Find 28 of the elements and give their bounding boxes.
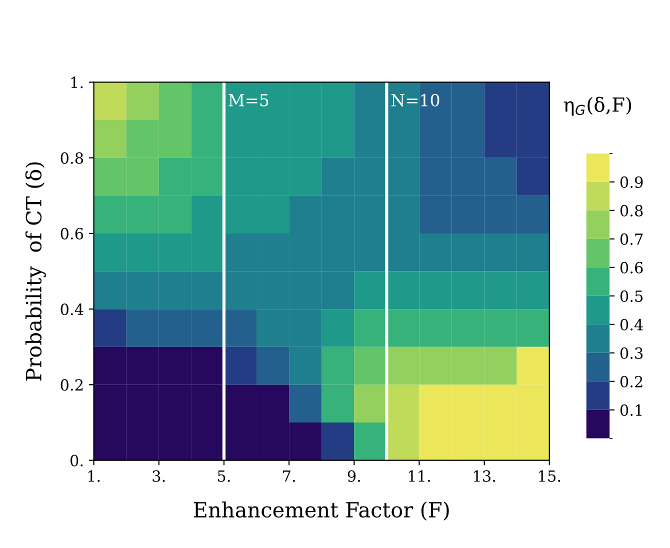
y-tick-label: 0.2 xyxy=(60,379,83,391)
ref-line-label: N=10 xyxy=(391,94,440,106)
x-tick-label: 11. xyxy=(408,470,430,482)
y-tick-label: 0.8 xyxy=(60,152,84,164)
x-tick-label: 5. xyxy=(218,470,230,482)
x-tick-label: 13. xyxy=(474,470,496,482)
color-bar-label: 0.1 xyxy=(620,404,642,416)
color-bar-label: 0.2 xyxy=(620,376,642,388)
color-bar-title: η$_{G}$(δ,F) xyxy=(564,96,632,116)
x-axis-title: Enhancement Factor (F) xyxy=(194,501,449,521)
color-bar-label: 0.3 xyxy=(620,347,643,359)
x-tick-label: 3. xyxy=(152,470,165,482)
color-bar-label: 0.6 xyxy=(620,262,643,274)
x-tick-label: 7. xyxy=(283,470,295,482)
color-bar-label: 0.4 xyxy=(620,318,643,330)
x-tick-label: 15. xyxy=(539,470,560,482)
y-tick-label: 1. xyxy=(71,76,83,88)
y-tick-label: 0. xyxy=(70,454,83,466)
y-axis-title: Probability of CT (δ) xyxy=(25,162,46,381)
color-bar-label: 0.8 xyxy=(620,204,643,216)
color-bar-label: 0.7 xyxy=(620,233,643,245)
x-tick-label: 9. xyxy=(348,470,360,482)
color-bar-label: 0.5 xyxy=(620,290,643,302)
color-bar-label: 0.9 xyxy=(620,176,643,188)
ref-line-label: M=5 xyxy=(228,94,268,106)
x-tick-label: 1. xyxy=(88,470,100,482)
y-tick-label: 0.6 xyxy=(60,228,84,240)
y-tick-label: 0.4 xyxy=(60,304,84,316)
